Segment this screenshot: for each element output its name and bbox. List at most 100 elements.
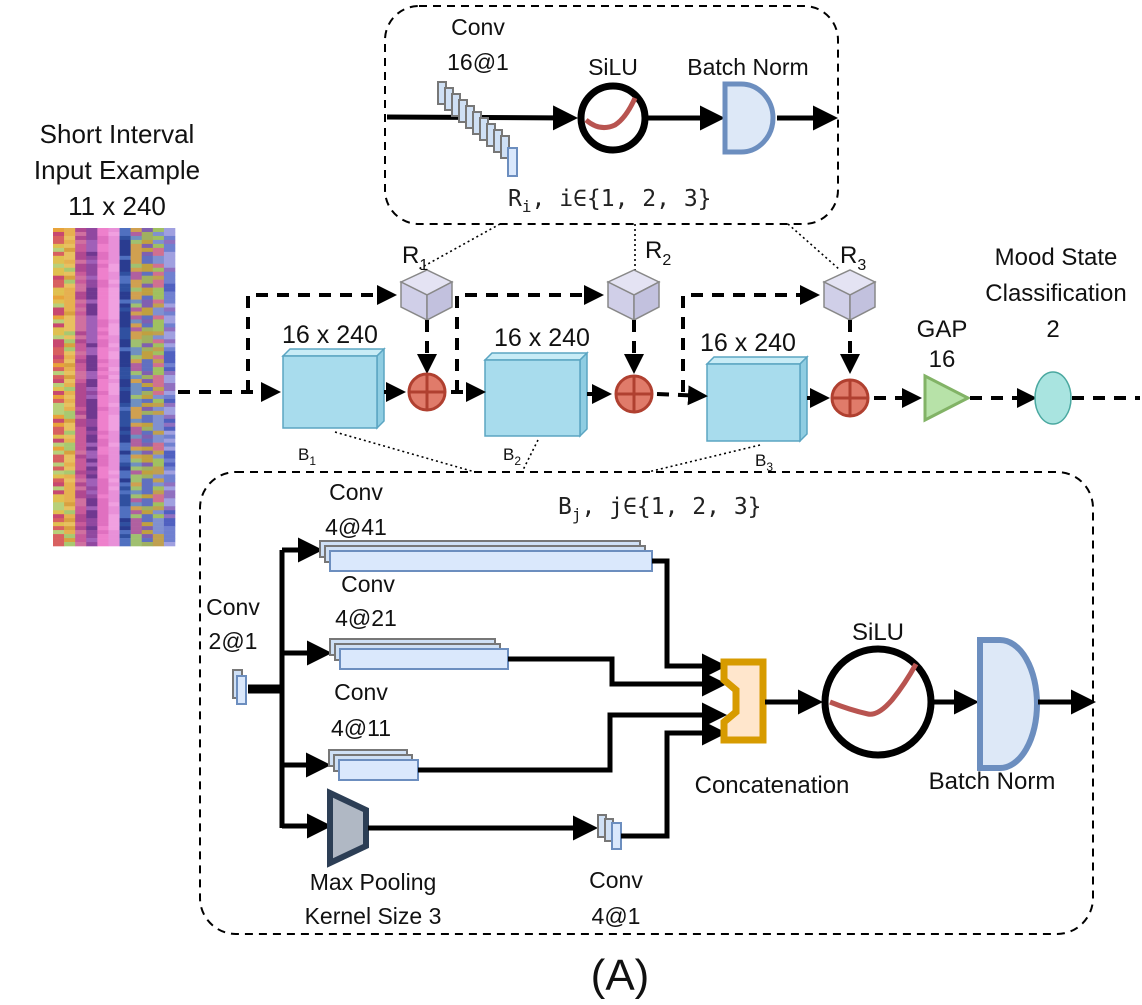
- conv-out-spec: 4@1: [592, 903, 641, 929]
- heatmap-cell: [141, 363, 154, 368]
- heatmap-cell: [141, 299, 154, 304]
- heatmap-cell: [163, 339, 176, 344]
- concatenation-shape: [720, 658, 767, 744]
- heatmap-cell: [119, 303, 131, 308]
- heatmap-cell: [141, 470, 154, 475]
- heatmap-cell: [152, 518, 165, 523]
- heatmap-cell: [97, 263, 109, 269]
- heatmap-cell: [108, 343, 120, 348]
- heatmap-cell: [141, 267, 154, 273]
- heatmap-cell: [97, 530, 109, 535]
- heatmap-cell: [53, 359, 65, 364]
- input-heatmap: [53, 228, 176, 547]
- heatmap-cell: [152, 442, 165, 447]
- heatmap-cell: [86, 327, 98, 332]
- residual-cube-r1: [399, 269, 454, 322]
- heatmap-cell: [64, 450, 76, 455]
- residual-cube-r2: [606, 269, 661, 322]
- heatmap-cell: [75, 514, 87, 519]
- heatmap-cell: [53, 263, 65, 269]
- heatmap-cell: [119, 228, 131, 233]
- heatmap-cell: [152, 482, 165, 487]
- heatmap-cell: [130, 462, 143, 467]
- heatmap-cell: [108, 359, 120, 364]
- heatmap-cell: [86, 526, 98, 531]
- heatmap-cell: [119, 375, 131, 380]
- heatmap-cell: [97, 506, 109, 511]
- heatmap-cell: [64, 510, 76, 515]
- heatmap-cell: [119, 247, 131, 253]
- heatmap-cell: [119, 283, 131, 288]
- heatmap-cell: [152, 299, 165, 304]
- heatmap-cell: [75, 355, 87, 360]
- heatmap-cell: [97, 490, 109, 495]
- heatmap-cell: [86, 315, 98, 320]
- heatmap-cell: [64, 355, 76, 360]
- heatmap-cell: [86, 375, 98, 380]
- residual-silu-circle: [577, 82, 649, 154]
- heatmap-cell: [130, 351, 143, 356]
- heatmap-cell: [97, 243, 109, 249]
- heatmap-cell: [141, 275, 154, 280]
- heatmap-cell: [152, 506, 165, 511]
- heatmap-cell: [64, 482, 76, 487]
- heatmap-cell: [141, 398, 154, 404]
- heatmap-cell: [53, 335, 65, 340]
- heatmap-cell: [130, 538, 143, 543]
- heatmap-cell: [86, 307, 98, 312]
- heatmap-cell: [130, 303, 143, 308]
- heatmap-cell: [130, 387, 143, 392]
- heatmap-cell: [119, 422, 131, 428]
- heatmap-cell: [163, 367, 176, 372]
- heatmap-cell: [97, 462, 109, 467]
- heatmap-cell: [97, 454, 109, 459]
- heatmap-cell: [152, 514, 165, 519]
- maxpool-label-line1: Max Pooling: [310, 869, 437, 895]
- heatmap-cell: [75, 490, 87, 495]
- heatmap-cell: [119, 494, 131, 499]
- heatmap-cell: [75, 474, 87, 479]
- heatmap-cell: [86, 434, 98, 439]
- heatmap-cell: [53, 311, 65, 316]
- heatmap-cell: [108, 231, 120, 237]
- heatmap-cell: [53, 438, 65, 443]
- heatmap-cell: [130, 375, 143, 380]
- heatmap-cell: [130, 430, 143, 436]
- heatmap-cell: [130, 418, 143, 424]
- heatmap-cell: [141, 283, 154, 288]
- heatmap-cell: [130, 530, 143, 535]
- heatmap-cell: [75, 247, 87, 253]
- heatmap-cell: [130, 466, 143, 471]
- heatmap-cell: [163, 271, 176, 277]
- heatmap-cell: [75, 482, 87, 487]
- heatmap-cell: [97, 311, 109, 316]
- heatmap-cell: [86, 359, 98, 364]
- heatmap-cell: [130, 255, 143, 261]
- heatmap-cell: [86, 478, 98, 483]
- heatmap-cell: [97, 510, 109, 515]
- heatmap-cell: [97, 247, 109, 253]
- heatmap-cell: [64, 351, 76, 356]
- heatmap-cell: [97, 335, 109, 340]
- heatmap-cell: [86, 398, 98, 404]
- residual-silu-label: SiLU: [588, 54, 638, 80]
- batchnorm-label: Batch Norm: [929, 768, 1056, 795]
- heatmap-cell: [86, 402, 98, 408]
- heatmap-cell: [64, 311, 76, 316]
- heatmap-cell: [163, 387, 176, 392]
- heatmap-cell: [86, 363, 98, 368]
- heatmap-cell: [130, 339, 143, 344]
- heatmap-cell: [130, 319, 143, 324]
- heatmap-cell: [108, 283, 120, 288]
- heatmap-cell: [152, 426, 165, 432]
- heatmap-cell: [108, 490, 120, 495]
- batchnorm-shape: [977, 637, 1040, 771]
- heatmap-cell: [152, 530, 165, 535]
- heatmap-cell: [86, 311, 98, 316]
- heatmap-cell: [75, 462, 87, 467]
- heatmap-cell: [141, 243, 154, 249]
- heatmap-cell: [130, 510, 143, 515]
- heatmap-cell: [64, 446, 76, 451]
- heatmap-cell: [119, 347, 131, 352]
- heatmap-cell: [53, 323, 65, 328]
